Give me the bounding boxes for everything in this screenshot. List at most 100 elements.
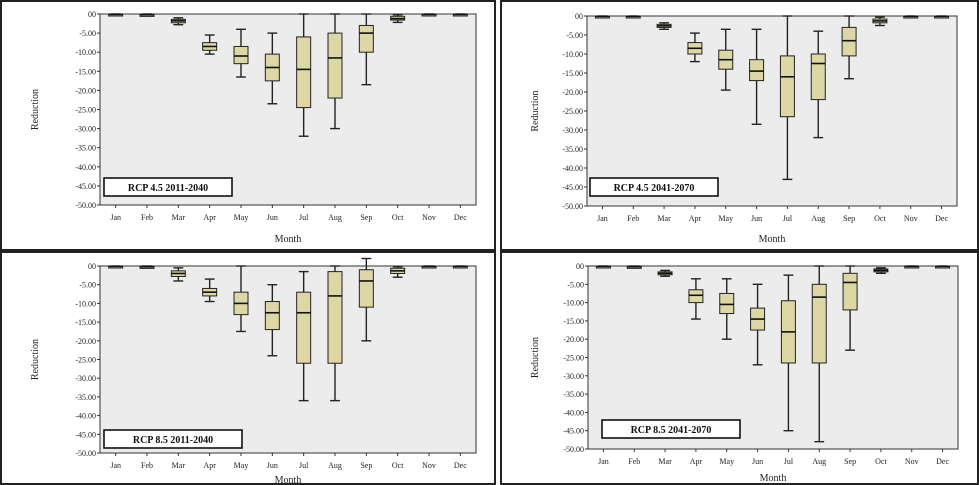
iqr-box — [779, 55, 795, 118]
x-tick-label: Dec — [454, 461, 467, 470]
y-tick-label: -40.00 — [75, 412, 96, 421]
x-tick-label: Oct — [392, 461, 404, 470]
y-tick-label: -25.00 — [563, 354, 584, 363]
box-plot-aug — [810, 30, 826, 139]
y-tick-label: -40.00 — [563, 408, 584, 417]
box-plot-jul — [296, 270, 312, 402]
iqr-box — [688, 289, 704, 304]
x-tick-label: Jan — [598, 457, 609, 466]
chart-title-box — [589, 177, 719, 197]
box-plot-jan — [108, 265, 124, 269]
y-tick-label: 00 — [576, 262, 584, 271]
y-tick-label: -50.00 — [75, 201, 96, 210]
y-tick-label: -35.00 — [562, 145, 583, 154]
x-tick-label: Oct — [875, 457, 887, 466]
y-tick-label: -35.00 — [75, 393, 96, 402]
box-plot-jan — [595, 265, 611, 269]
x-tick-label: Aug — [811, 214, 825, 223]
x-tick-label: Dec — [935, 214, 948, 223]
x-tick-label: May — [719, 457, 734, 466]
iqr-box — [358, 269, 374, 308]
y-tick-label: -45.00 — [562, 183, 583, 192]
y-tick-label: -5.00 — [79, 281, 96, 290]
chart-title: RCP 8.5 2041-2070 — [631, 425, 712, 436]
x-tick-label: Jul — [299, 213, 309, 222]
box-plot-oct — [872, 16, 888, 27]
box-plot-aug — [327, 265, 343, 402]
y-tick-label: 00 — [88, 10, 96, 19]
x-tick-label: May — [234, 213, 249, 222]
y-tick-label: 00 — [575, 12, 583, 21]
box-plot-oct — [390, 14, 406, 24]
box-plot-oct — [873, 267, 889, 275]
x-tick-label: Jan — [597, 214, 608, 223]
box-plot-aug — [327, 13, 343, 130]
iqr-box — [841, 26, 857, 57]
panel-rcp45-2011-2040: 00 -5.00 -10.00 -15.00 -20.00 -25.00 -30.00 -35… — [0, 0, 496, 251]
x-tick-label: Oct — [874, 214, 886, 223]
x-tick-label: Nov — [422, 213, 436, 222]
iqr-box — [842, 272, 858, 311]
y-tick-label: -15.00 — [75, 67, 96, 76]
box-plot-dec — [934, 15, 950, 19]
panel-rcp85-2041-2070: 00 -5.00 -10.00 -15.00 -20.00 -25.00 -30.00 -35… — [500, 251, 979, 485]
box-plot-sep — [842, 265, 858, 351]
y-tick-label: -30.00 — [75, 374, 96, 383]
box-plot-nov — [421, 265, 437, 269]
box-plot-oct — [390, 266, 406, 278]
x-tick-label: Mar — [172, 461, 186, 470]
y-tick-label: -20.00 — [562, 88, 583, 97]
y-tick-label: -45.00 — [75, 430, 96, 439]
x-tick-label: Feb — [141, 213, 153, 222]
box-plot-mar — [657, 269, 673, 277]
y-axis-label: Reduction — [530, 337, 541, 378]
x-tick-label: Jun — [751, 214, 762, 223]
x-tick-label: Aug — [328, 213, 342, 222]
x-tick-label: Apr — [689, 214, 702, 223]
x-tick-label: Oct — [392, 213, 404, 222]
y-tick-label: -15.00 — [562, 69, 583, 78]
y-tick-label: -5.00 — [566, 31, 583, 40]
y-tick-label: -45.00 — [563, 427, 584, 436]
x-tick-label: Apr — [203, 461, 216, 470]
y-axis-label: Reduction — [30, 89, 41, 130]
y-tick-label: -20.00 — [75, 86, 96, 95]
box-plot-may — [718, 28, 734, 91]
panel-rcp45-2041-2070: 00 -5.00 -10.00 -15.00 -20.00 -25.00 -30.00 -35… — [500, 0, 979, 251]
box-plot-sep — [358, 257, 374, 342]
y-tick-label: -10.00 — [75, 299, 96, 308]
y-axis-label: Reduction — [530, 90, 541, 131]
iqr-box — [264, 301, 280, 331]
y-tick-label: -10.00 — [563, 299, 584, 308]
x-tick-label: Mar — [657, 214, 671, 223]
y-tick-label: -30.00 — [563, 372, 584, 381]
y-tick-label: -5.00 — [567, 280, 584, 289]
x-tick-label: Aug — [328, 461, 342, 470]
box-plot-jun — [750, 283, 766, 366]
x-tick-label: Mar — [658, 457, 672, 466]
box-plot-nov — [903, 15, 919, 19]
y-tick-label: -35.00 — [563, 390, 584, 399]
box-plot-jan — [594, 15, 610, 19]
box-plot-sep — [358, 13, 374, 86]
x-tick-label: Jul — [299, 461, 309, 470]
chart-title: RCP 4.5 2011-2040 — [128, 183, 208, 194]
iqr-box — [233, 45, 249, 65]
box-plot-apr — [202, 278, 218, 303]
box-plot-apr — [688, 278, 704, 320]
box-plot-dec — [935, 265, 951, 269]
x-axis-label: Month — [760, 473, 787, 483]
x-tick-label: Nov — [904, 214, 918, 223]
y-tick-label: -5.00 — [79, 29, 96, 38]
y-tick-label: -40.00 — [75, 163, 96, 172]
box-plot-jun — [264, 284, 280, 357]
iqr-box — [719, 292, 735, 315]
y-tick-label: -45.00 — [75, 182, 96, 191]
x-tick-label: Sep — [360, 461, 372, 470]
y-tick-label: -35.00 — [75, 144, 96, 153]
y-tick-label: -30.00 — [562, 126, 583, 135]
box-plot-jul — [296, 13, 312, 137]
y-tick-label: -15.00 — [75, 318, 96, 327]
iqr-box — [749, 59, 765, 82]
chart-svg: 00 -5.00 -10.00 -15.00 -20.00 -25.00 -30.00 -35… — [530, 262, 959, 483]
